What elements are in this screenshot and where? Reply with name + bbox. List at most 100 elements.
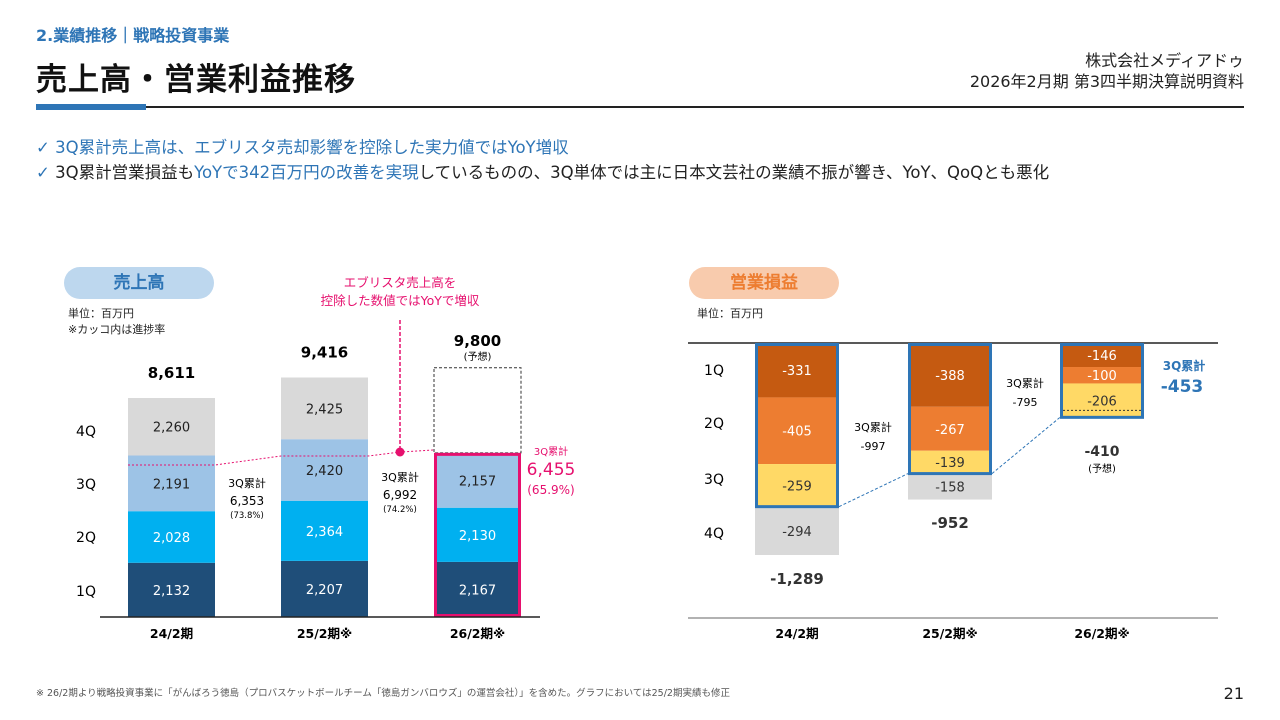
page-number: 21 <box>1223 684 1244 703</box>
row-label-3Q: 3Q <box>76 477 96 493</box>
row-label-1Q: 1Q <box>704 363 724 379</box>
page-title: 売上高・営業利益推移 <box>36 62 356 98</box>
forecast-dashed-box <box>433 367 522 454</box>
sales-bar-4Q <box>128 398 215 456</box>
op-bar-1Q <box>1060 343 1144 368</box>
row-label-3Q: 3Q <box>704 472 724 488</box>
sales-bar-3Q <box>434 452 521 508</box>
sales-bar-label: 2,132 <box>153 584 190 599</box>
sales-bar-1Q <box>281 560 368 617</box>
sales-bar-1Q <box>128 562 215 617</box>
sales-unit: 単位：百万円 <box>68 307 134 320</box>
sales-bar-label: 2,130 <box>459 529 496 544</box>
cumulative-connector <box>838 473 909 508</box>
op-x-tick: 24/2期 <box>775 626 818 641</box>
bullet-item: ✓ 3Q累計営業損益もYoYで342百万円の改善を実現しているものの、3Q単体で… <box>36 159 1049 183</box>
sales-bar-label: 2,425 <box>306 402 343 417</box>
sales-total-label: 9,416 <box>301 344 348 362</box>
cumulative-label: 3Q累計 <box>228 476 266 490</box>
cumulative-highlight-box <box>755 343 839 509</box>
row-label-2Q: 2Q <box>76 530 96 546</box>
sales-x-tick: 25/2期※ <box>297 626 352 641</box>
annotation-dot <box>395 447 405 457</box>
cumulative-value: -453 <box>1161 377 1204 397</box>
check-icon: ✓ <box>36 163 56 182</box>
sales-x-tick: 26/2期※ <box>450 626 505 641</box>
cumulative-value: -997 <box>861 440 886 453</box>
bullet-item: ✓ 3Q累計売上高は、エブリスタ売却影響を控除した実力値ではYoY増収 <box>36 134 569 158</box>
op-bar-label: -206 <box>1087 394 1117 409</box>
cumulative-label: 3Q累計 <box>854 420 892 434</box>
ex-eblista-line <box>128 449 435 466</box>
cumulative-connector <box>991 416 1061 474</box>
bullet-text: 3Q累計売上高は、エブリスタ売却影響を控除した実力値ではYoY増収 <box>55 138 569 157</box>
op-bar-3Q <box>755 464 839 507</box>
op-bar-label: -388 <box>935 369 965 384</box>
sales-bar-3Q <box>281 439 368 501</box>
bullet-text: しているものの、3Q単体では主に日本文芸社の業績不振が響き、YoY、QoQとも悪… <box>418 163 1050 182</box>
sales-total-label: 8,611 <box>148 364 195 382</box>
cumulative-progress: (65.9%) <box>527 483 574 497</box>
cumulative-label: 3Q累計 <box>381 470 419 484</box>
sales-note: ※カッコ内は進捗率 <box>68 323 166 336</box>
cumulative-label: 3Q累計 <box>1006 376 1044 390</box>
row-label-4Q: 4Q <box>76 424 96 440</box>
sales-bar-1Q <box>434 561 521 617</box>
op-bar-label: -331 <box>782 364 812 379</box>
forecast-label: (予想) <box>1088 462 1116 475</box>
forecast-label: (予想) <box>464 350 492 363</box>
company-info: 株式会社メディアドゥ 2026年2月期 第3四半期決算説明資料 <box>970 50 1244 92</box>
sales-bar-label: 2,167 <box>459 583 496 598</box>
op-total-label: -952 <box>931 514 969 532</box>
op-bar-label: -267 <box>935 423 965 438</box>
op-bar-2Q <box>755 397 839 465</box>
op-bar-3Q <box>908 450 992 474</box>
op-bar-1Q <box>755 343 839 398</box>
sales-bar-label: 2,157 <box>459 474 496 489</box>
op-bar-label: -405 <box>782 425 812 440</box>
title-rule-accent <box>36 104 146 110</box>
op-bar-label: -100 <box>1087 369 1117 384</box>
op-bar-3Q <box>1060 383 1144 418</box>
op-bar-4Q <box>908 473 992 500</box>
footnote: ※ 26/2期より戦略投資事業に「がんばろう徳島（プロバスケットボールチーム「徳… <box>36 688 730 699</box>
op-title-pill: 営業損益 <box>689 267 839 299</box>
op-total-label: -410 <box>1084 444 1119 460</box>
sales-bar-label: 2,207 <box>306 583 343 598</box>
cumulative-highlight-box <box>908 343 992 476</box>
sales-bar-label: 2,191 <box>153 477 190 492</box>
sales-title-pill: 売上高 <box>64 267 214 299</box>
sales-bar-label: 2,028 <box>153 531 190 546</box>
op-unit: 単位：百万円 <box>697 307 763 320</box>
cumulative-value: 6,455 <box>527 460 576 480</box>
row-label-4Q: 4Q <box>704 526 724 542</box>
op-bar-label: -158 <box>935 481 965 496</box>
section-label: 2.業績推移｜戦略投資事業 <box>36 26 230 45</box>
sales-bar-label: 2,420 <box>306 464 343 479</box>
title-rule <box>36 106 1244 108</box>
op-bar-1Q <box>908 343 992 407</box>
op-bar-label: -146 <box>1087 349 1117 364</box>
cumulative-label: 3Q累計 <box>1163 358 1206 373</box>
op-bar-label: -139 <box>935 456 965 471</box>
op-bar-2Q <box>1060 367 1144 384</box>
document-name: 2026年2月期 第3四半期決算説明資料 <box>969 72 1244 91</box>
cumulative-progress: (74.2%) <box>383 505 417 515</box>
sales-bar-4Q <box>281 377 368 440</box>
op-x-tick: 26/2期※ <box>1074 626 1129 641</box>
cumulative-label: 3Q累計 <box>534 445 568 458</box>
sales-bar-label: 2,364 <box>306 525 343 540</box>
sales-x-tick: 24/2期 <box>150 626 193 641</box>
company-name: 株式会社メディアドゥ <box>1085 51 1244 70</box>
highlight-box <box>434 452 521 617</box>
row-label-2Q: 2Q <box>704 416 724 432</box>
sales-bar-label: 2,260 <box>153 421 190 436</box>
sales-bar-2Q <box>434 507 521 562</box>
cumulative-highlight-box <box>1060 343 1144 419</box>
cumulative-value: 6,353 <box>230 494 264 508</box>
op-x-tick: 25/2期※ <box>922 626 977 641</box>
bullet-text: 3Q累計営業損益も <box>55 163 195 182</box>
op-total-label: -1,289 <box>770 570 824 588</box>
